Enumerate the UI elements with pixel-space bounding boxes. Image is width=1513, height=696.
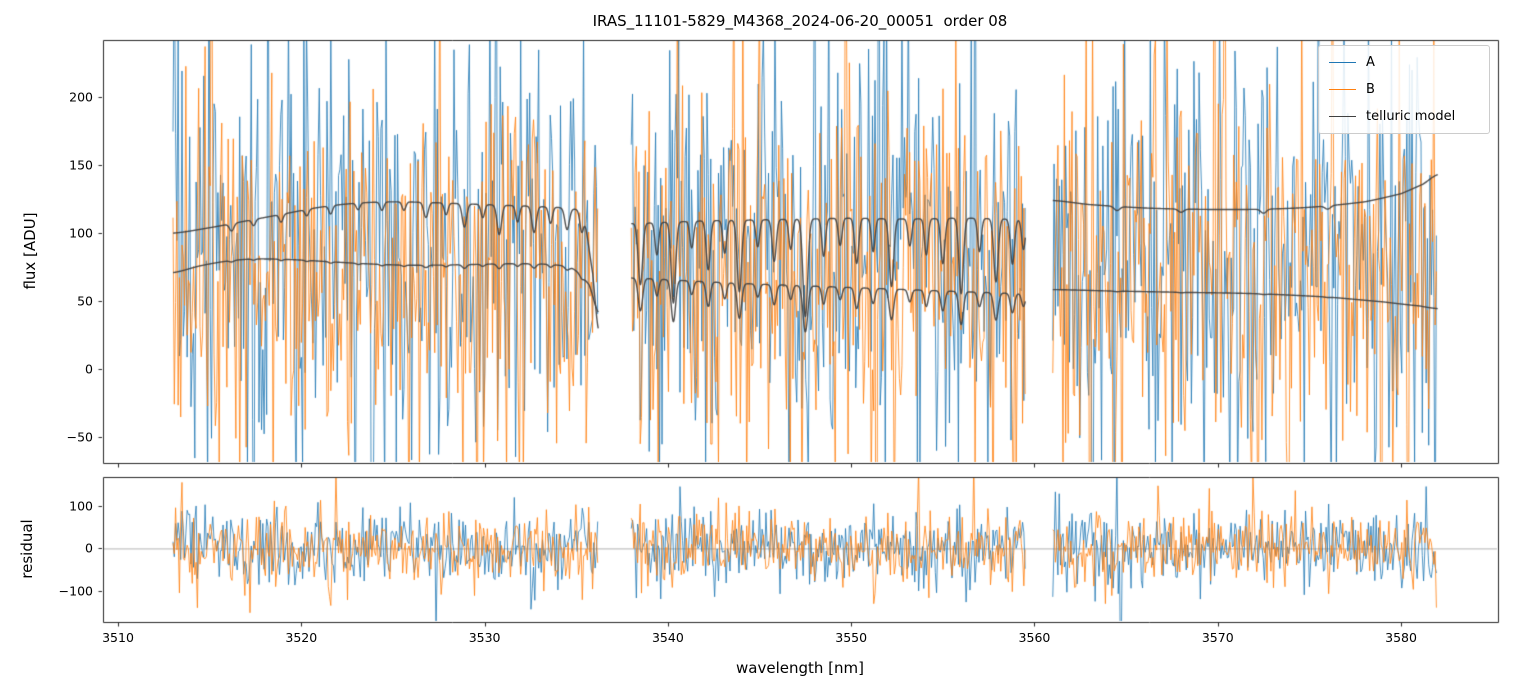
y-tick-label-residual: −100 [58, 583, 93, 599]
x-axis-label: wavelength [nm] [736, 659, 864, 677]
y-tick-label-flux: 150 [69, 157, 93, 173]
y-tick-label-flux: 0 [85, 361, 93, 377]
flux-axis-label: flux [ADU] [21, 212, 39, 290]
legend: A B telluric model [1318, 45, 1490, 134]
x-tick-label: 3570 [1201, 630, 1234, 645]
x-tick-label: 3550 [835, 630, 868, 645]
legend-entry-b: B [1329, 81, 1479, 98]
y-tick-label-residual: 0 [85, 540, 93, 556]
telluric-model-line-swatch [1329, 116, 1356, 117]
legend-label-b: B [1366, 82, 1375, 97]
y-tick-label-flux: −50 [66, 429, 93, 445]
y-tick-label-flux: 200 [69, 89, 93, 105]
legend-label-telluric: telluric model [1366, 109, 1456, 124]
plot-title: IRAS_11101-5829_M4368_2024-06-20_00051 o… [592, 12, 1008, 30]
x-tick-label: 3510 [102, 630, 134, 645]
residual-axis-label: residual [18, 519, 36, 579]
series-a-line-swatch [1329, 62, 1356, 63]
y-tick-label-residual: 100 [69, 498, 93, 514]
y-tick-label-flux: 50 [77, 293, 93, 309]
x-tick-label: 3560 [1018, 630, 1051, 645]
x-tick-label: 3580 [1385, 630, 1417, 645]
x-tick-label: 3530 [468, 630, 501, 645]
legend-entry-telluric: telluric model [1329, 108, 1479, 125]
series-b-line-swatch [1329, 89, 1356, 90]
x-tick-label: 3520 [285, 630, 318, 645]
x-tick-label: 3540 [651, 630, 684, 645]
legend-entry-a: A [1329, 54, 1479, 71]
legend-label-a: A [1366, 55, 1375, 70]
y-tick-label-flux: 100 [69, 225, 93, 241]
